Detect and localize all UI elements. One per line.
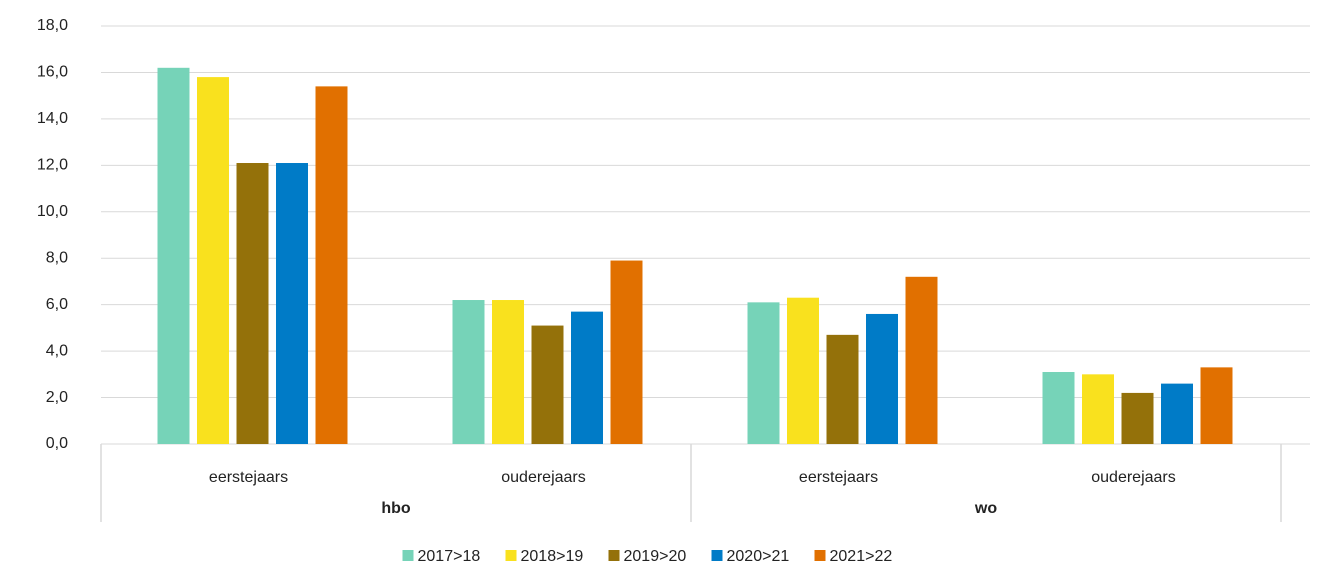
bar [866, 313, 898, 444]
y-tick-label: 0,0 [46, 435, 68, 452]
legend-swatch [814, 550, 826, 561]
group-label: wo [974, 500, 997, 517]
legend-label: 2018>19 [521, 548, 584, 565]
bar [747, 302, 780, 444]
bar [1042, 372, 1075, 444]
bar [610, 260, 643, 444]
y-tick-label: 14,0 [37, 110, 68, 127]
y-tick-label: 6,0 [46, 296, 68, 313]
y-tick-label: 8,0 [46, 249, 68, 266]
bar [531, 325, 564, 444]
bar [276, 163, 308, 444]
legend-label: 2021>22 [830, 548, 893, 565]
bar [1161, 383, 1193, 444]
bar [1200, 367, 1233, 444]
legend-label: 2020>21 [727, 548, 790, 565]
bar [1082, 374, 1114, 444]
legend-swatch [505, 550, 517, 561]
bar [197, 77, 229, 444]
y-tick-label: 10,0 [37, 203, 68, 220]
bar [826, 334, 859, 444]
bar [787, 297, 819, 444]
y-tick-label: 16,0 [37, 64, 68, 81]
bar [571, 311, 603, 444]
legend-label: 2019>20 [624, 548, 687, 565]
bar [157, 67, 190, 445]
bar [452, 300, 485, 444]
bar [315, 86, 348, 444]
y-tick-label: 18,0 [37, 17, 68, 34]
legend-swatch [402, 550, 414, 561]
bar [236, 163, 269, 444]
y-tick-label: 4,0 [46, 342, 68, 359]
x-tick-label: eerstejaars [209, 469, 288, 486]
legend-label: 2017>18 [418, 548, 481, 565]
bar [905, 276, 938, 444]
bar [492, 300, 524, 444]
x-tick-label: ouderejaars [1091, 469, 1176, 486]
group-label: hbo [381, 500, 411, 517]
bar [1121, 392, 1154, 444]
legend-swatch [711, 550, 723, 561]
x-tick-label: ouderejaars [501, 469, 586, 486]
x-tick-label: eerstejaars [799, 469, 878, 486]
legend-swatch [608, 550, 620, 561]
y-tick-label: 2,0 [46, 389, 68, 406]
y-tick-label: 12,0 [37, 157, 68, 174]
